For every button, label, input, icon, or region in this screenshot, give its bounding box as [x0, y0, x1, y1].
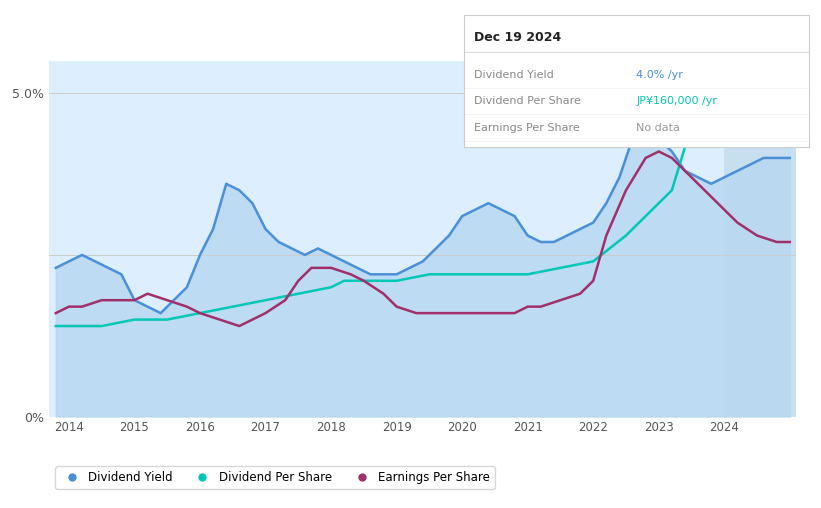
- Text: Dividend Yield: Dividend Yield: [475, 70, 554, 80]
- Text: Past: Past: [727, 86, 754, 99]
- Text: Dividend Per Share: Dividend Per Share: [475, 96, 581, 106]
- Bar: [724, 61, 796, 417]
- Text: Earnings Per Share: Earnings Per Share: [475, 122, 580, 133]
- Bar: [49, 61, 724, 417]
- Legend: Dividend Yield, Dividend Per Share, Earnings Per Share: Dividend Yield, Dividend Per Share, Earn…: [55, 466, 494, 489]
- Text: No data: No data: [636, 122, 680, 133]
- Text: Dec 19 2024: Dec 19 2024: [475, 31, 562, 44]
- Text: 4.0% /yr: 4.0% /yr: [636, 70, 683, 80]
- Text: JP¥160,000 /yr: JP¥160,000 /yr: [636, 96, 718, 106]
